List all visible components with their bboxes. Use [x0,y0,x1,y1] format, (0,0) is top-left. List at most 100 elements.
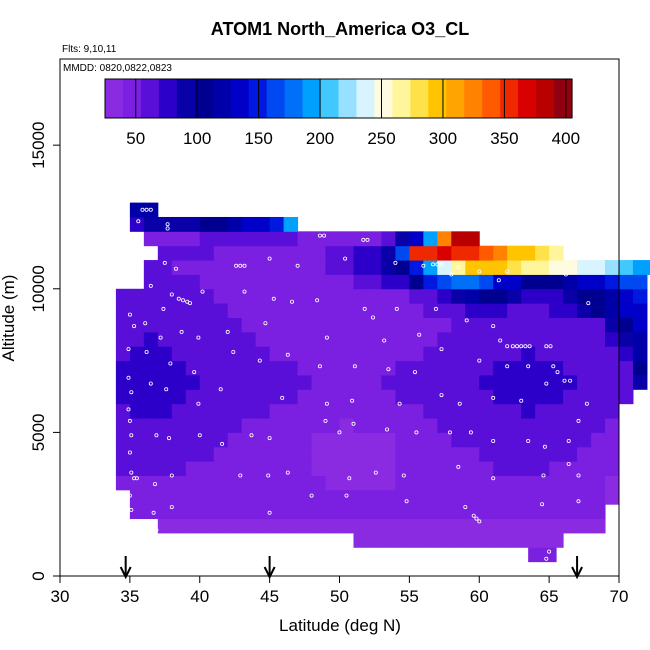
heatmap-cell [465,403,480,419]
heatmap-cell [353,331,368,347]
heatmap-cell [451,504,466,520]
y-axis-label: Altitude (m) [0,275,18,362]
heatmap-cell [255,346,271,362]
heatmap-cell [143,389,159,405]
heatmap-cell [479,331,494,347]
heatmap-cell [115,446,131,462]
heatmap-cell [591,317,606,333]
heatmap-cell [381,518,396,534]
heatmap-cell [269,418,285,433]
flight-point [519,398,524,403]
flight-point [280,395,285,400]
flight-points [126,207,591,567]
heatmap-cell [143,461,159,476]
heatmap-cell [591,418,606,433]
heatmap-cell [227,331,243,347]
x-tick-label: 65 [540,587,559,606]
flight-point [350,398,355,403]
flight-point [576,499,581,504]
flight-point [133,275,138,280]
heatmap-cell [171,489,187,505]
heatmap-cell [493,432,508,448]
heatmap-cell [213,216,229,232]
heatmap-cell [311,274,327,290]
heatmap-cell [339,360,354,376]
heatmap-cell [199,303,215,318]
heatmap-cell [563,403,578,419]
heatmap-cell [367,389,382,405]
heatmap-cell [297,331,313,347]
heatmap-cell [409,245,424,261]
flight-point [412,370,417,375]
flight-point [169,473,174,478]
heatmap-cell [297,432,313,448]
flight-point [337,430,342,435]
heatmap-cell [129,504,145,520]
heatmap-cell [409,389,424,405]
heatmap-cell [255,432,271,448]
heatmap-cell [507,346,522,362]
heatmap-cell [283,260,299,275]
heatmap-cell [367,446,382,462]
flight-point [267,510,272,515]
heatmap-cell [367,532,382,548]
heatmap-cell [577,518,592,534]
heatmap-cell [339,245,354,261]
heatmap-cell [535,317,550,333]
heatmap-cell [605,317,620,333]
flight-point [134,259,139,264]
heatmap-cell [646,260,650,275]
heatmap-cell [339,475,354,491]
x-axis-label: Latitude (deg N) [279,616,401,635]
heatmap-cell [353,489,368,505]
heatmap-cell [241,216,257,232]
heatmap-cell [185,260,201,275]
heatmap-cell [241,389,257,405]
heatmap-cell [409,288,424,304]
heatmap-cell [451,231,466,247]
flight-point [127,312,132,317]
colorbar-segment [140,79,160,118]
x-axis: 30 35 40 45 50 55 60 65 70 [51,576,628,606]
x-tick-label: 35 [120,587,139,606]
flight-point [169,292,174,297]
heatmap-cell [115,389,131,405]
heatmap-cell [213,418,229,433]
heatmap-cell [591,403,606,419]
colorbar-segment [392,79,411,118]
heatmap-cell [619,346,634,362]
heatmap-cell [185,274,201,290]
heatmap-cell [185,518,201,534]
heatmap-cell [241,374,257,390]
heatmap-cell [507,461,522,476]
flight-point [165,222,170,227]
flight-point [140,207,145,212]
heatmap-cell [549,489,564,505]
heatmap-cell [241,331,257,347]
colorbar-segment [158,79,178,118]
heatmap-cell [563,346,578,362]
heatmap-cell [549,260,564,275]
heatmap-cell [381,432,396,448]
heatmap-cell [493,274,508,290]
heatmap-cell [409,518,424,534]
flight-point [347,476,352,481]
heatmap-cell [395,489,410,505]
heatmap-cell [283,360,299,376]
heatmap-cell [605,461,620,476]
x-tick-label: 50 [330,587,349,606]
flight-point [267,256,272,261]
heatmap-cell [451,475,466,491]
heatmap-cell [325,418,340,433]
flight-point [397,401,402,406]
heatmap-cell [325,231,340,247]
flight-point [365,237,370,242]
heatmap-cell [325,374,340,390]
heatmap-cell [241,231,257,247]
heatmap-cell [465,475,480,491]
heatmap-cell [409,346,424,362]
heatmap-cell [115,403,131,419]
heatmap-cell [549,245,564,261]
heatmap-cell [325,360,340,376]
heatmap-cell [381,331,396,347]
